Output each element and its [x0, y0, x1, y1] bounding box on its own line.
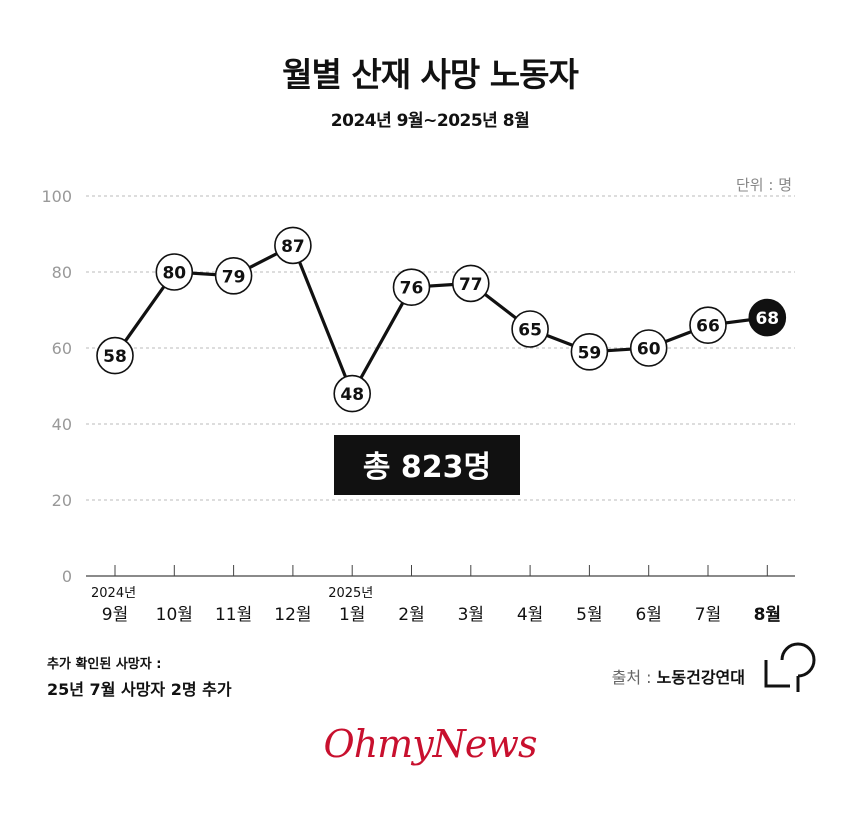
data-label: 87: [281, 237, 305, 257]
data-point: [333, 374, 372, 413]
chart-subtitle: 2024년 9월~2025년 8월: [330, 111, 530, 131]
total-annotation-box: [334, 435, 520, 495]
x-tick-label: 2월: [398, 605, 424, 625]
note-label: 추가 확인된 사망자 :: [47, 657, 162, 672]
data-label: 60: [637, 340, 661, 360]
source-credit: 출처 : 노동건강연대: [612, 664, 745, 688]
data-point: [570, 332, 609, 371]
x-tick-label: 6월: [635, 605, 661, 625]
brand-logo: OhmyNews: [323, 722, 538, 766]
data-label: 59: [578, 343, 602, 363]
year-label: 2025년: [328, 586, 373, 601]
y-tick-label: 40: [52, 415, 72, 434]
data-point: [214, 256, 253, 295]
x-tick-label: 7월: [695, 605, 721, 625]
x-tick-label: 9월: [102, 605, 128, 625]
x-tick-label: 11월: [215, 605, 252, 625]
x-tick-label: 3월: [458, 605, 484, 625]
data-label: 76: [400, 279, 424, 299]
data-point: [392, 268, 431, 307]
y-tick-label: 80: [52, 263, 72, 282]
data-point: [689, 306, 727, 345]
x-tick-label: 5월: [576, 605, 602, 625]
data-label: 65: [518, 321, 542, 341]
data-point: [748, 298, 787, 337]
x-tick-label: 1월: [339, 605, 365, 625]
total-annotation-text: 총 823명: [363, 450, 491, 485]
chart-title: 월별 산재 사망 노동자: [282, 55, 579, 94]
data-label: 48: [340, 385, 364, 405]
data-point: [155, 253, 194, 291]
year-label: 2024년: [91, 586, 136, 601]
data-label: 79: [222, 267, 246, 287]
y-tick-label: 20: [52, 491, 72, 510]
unit-label: 단위 : 명: [736, 176, 792, 194]
source-logo-icon: [764, 642, 816, 692]
y-tick-label: 100: [41, 187, 72, 206]
x-tick-label: 4월: [517, 605, 543, 625]
note-text: 25년 7월 사망자 2명 추가: [47, 680, 232, 699]
data-point: [274, 226, 312, 265]
data-label: 58: [103, 347, 127, 367]
data-label: 80: [162, 264, 186, 284]
data-point: [629, 329, 668, 367]
line-chart: 0 20 40 60 80 100 9월 10월 11월 12월 1월 2월 3월 4월 5월 6월 7월 8월 2…: [41, 187, 795, 625]
data-label: 66: [696, 317, 720, 337]
data-label: 77: [459, 275, 483, 295]
x-tick-label: 10월: [156, 605, 193, 625]
series-line: [113, 243, 768, 396]
source-name: 노동건강연대: [656, 668, 745, 687]
data-point: [96, 336, 134, 375]
y-tick-label: 0: [62, 567, 72, 586]
x-tick-label: 12월: [274, 605, 311, 625]
x-tick-label: 8월: [754, 605, 781, 625]
data-point: [511, 310, 549, 348]
data-label: 68: [755, 309, 779, 329]
y-tick-label: 60: [52, 339, 72, 358]
source-label: 출처 :: [611, 668, 657, 687]
data-point: [451, 264, 490, 303]
